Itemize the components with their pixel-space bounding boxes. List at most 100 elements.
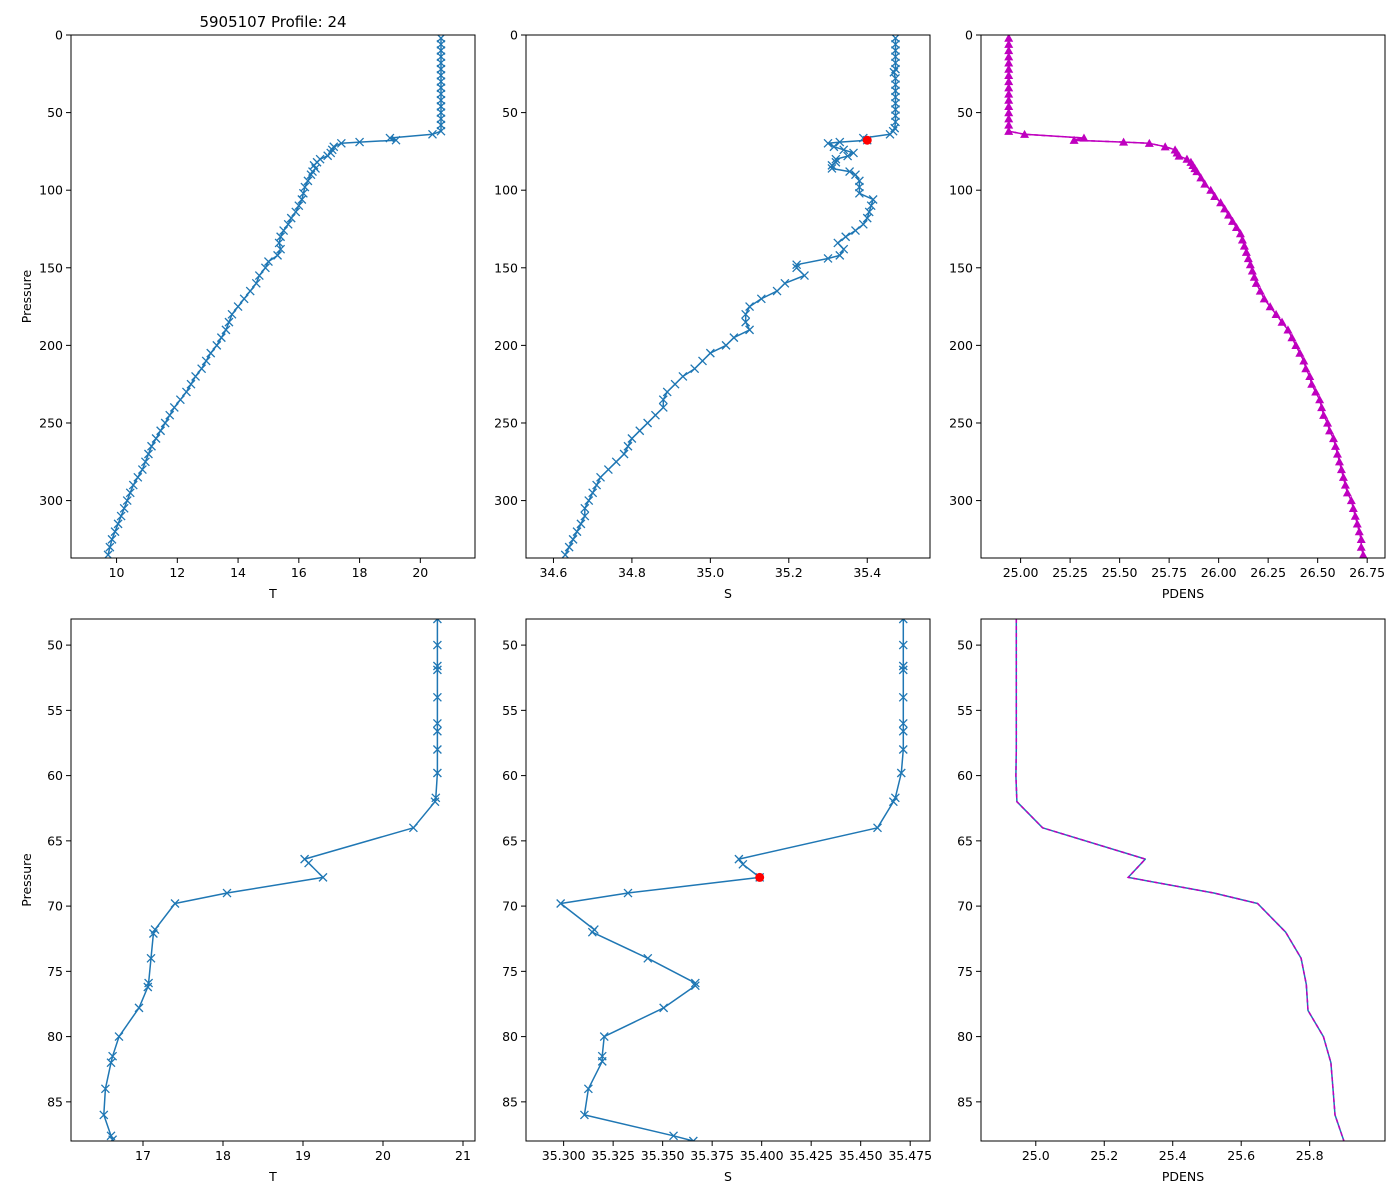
top-PDENS-point (1323, 418, 1333, 427)
top-T-point (294, 201, 304, 211)
top-S-point (690, 364, 700, 374)
bottom-S-point (896, 768, 906, 778)
top-S-point (584, 496, 594, 506)
top-T-point (125, 488, 135, 498)
bottom-S-point (669, 1131, 678, 1141)
top-T-point (191, 371, 201, 381)
top-PDENS-point (1336, 465, 1346, 474)
top-T-xtick-label: 20 (412, 565, 428, 580)
top-PDENS-point (1334, 457, 1344, 466)
top-S-point (635, 426, 645, 436)
bottom-PDENS-frame (980, 618, 1386, 1142)
top-T-point (428, 129, 437, 139)
bottom-S-point (643, 953, 653, 963)
bottom-T-ytick-label: 70 (47, 899, 63, 914)
top-PDENS-xtick-label: 25.75 (1151, 565, 1187, 580)
top-T-ytick-label: 100 (39, 183, 63, 198)
top-S-ytick-label: 250 (494, 415, 518, 430)
top-PDENS-point (1224, 210, 1234, 219)
top-S-ytick-label: 200 (494, 338, 518, 353)
top-S-point (827, 160, 837, 170)
bottom-PDENS-ytick-label: 60 (957, 768, 973, 783)
bottom-S-frame (525, 618, 931, 1142)
top-S-point (835, 250, 845, 260)
bottom-T-ylabel: Pressure (19, 853, 34, 907)
bottom-PDENS-xlabel: PDENS (1162, 1169, 1204, 1184)
top-S-point (866, 201, 876, 211)
top-S-point (851, 226, 860, 236)
bottom-S-point (583, 1084, 593, 1094)
panel-bottom-T: 17 18 19 20 21 50 55 60 65 70 75 80 85 T Pressure (19, 618, 476, 1184)
top-T-point (212, 340, 222, 350)
top-PDENS-ytick-label: 150 (949, 260, 973, 275)
bottom-T-data (99, 619, 442, 1141)
bottom-PDENS-xtick-label: 25.0 (1022, 1148, 1050, 1163)
bottom-S-ytick-label: 50 (502, 638, 518, 653)
top-T-point (116, 511, 126, 521)
top-PDENS-point (1350, 511, 1360, 520)
bottom-T-xtick-label: 19 (295, 1148, 311, 1163)
top-PDENS-xtick-label: 25.00 (1003, 565, 1039, 580)
top-S-point (792, 263, 802, 273)
bottom-T-point (106, 1058, 116, 1068)
top-S-point (576, 519, 586, 529)
top-T-point (156, 426, 166, 436)
top-PDENS-point (1338, 472, 1348, 481)
figure-title: 5905107 Profile: 24 (199, 13, 346, 31)
top-PDENS-point (1004, 35, 1014, 42)
top-PDENS-point (1356, 542, 1366, 551)
top-PDENS-ytick-label: 250 (949, 415, 973, 430)
bottom-T-ytick-label: 75 (47, 964, 63, 979)
bottom-T-point (432, 640, 442, 650)
bottom-S-xlabel: S (724, 1169, 732, 1184)
top-S-point (650, 410, 660, 420)
bottom-S-xtick-label: 35.475 (888, 1148, 932, 1163)
top-S-xtick-label: 35.2 (775, 565, 803, 580)
bottom-T-ytick-label: 85 (47, 1094, 63, 1109)
top-T-point (297, 195, 307, 204)
bottom-PDENS-ytick-label: 50 (957, 638, 973, 653)
top-T-point (239, 294, 249, 304)
top-T-point (201, 356, 211, 366)
bottom-S-point (898, 726, 908, 736)
top-S-data (560, 35, 900, 558)
bottom-T-point (114, 1032, 124, 1042)
top-S-point (868, 195, 878, 204)
top-PDENS-point (1196, 173, 1206, 182)
top-S-point (658, 403, 668, 412)
top-S-point (823, 138, 833, 148)
top-T-xtick-label: 12 (169, 565, 185, 580)
top-S-ytick-label: 150 (494, 260, 518, 275)
top-T-xtick-label: 18 (352, 565, 368, 580)
bottom-T-point (99, 1110, 109, 1120)
top-S-point (854, 188, 864, 198)
top-PDENS-point (1020, 129, 1030, 138)
top-T-point (119, 503, 129, 513)
top-S-point (662, 387, 672, 397)
top-S-point (572, 527, 582, 537)
top-PDENS-point (1245, 260, 1255, 269)
top-S-point (849, 148, 858, 158)
top-T-point (221, 325, 231, 335)
top-PDENS-point (1239, 241, 1249, 250)
top-S-point (829, 142, 839, 152)
bottom-PDENS-xtick-label: 25.8 (1296, 1148, 1324, 1163)
top-PDENS-point (1241, 247, 1251, 256)
top-PDENS-ytick-label: 100 (949, 183, 973, 198)
top-PDENS-point (1004, 77, 1014, 86)
top-T-point (110, 527, 120, 537)
top-PDENS-xtick-label: 26.25 (1250, 565, 1286, 580)
top-PDENS-point (1004, 89, 1014, 98)
bottom-T-xtick-label: 17 (135, 1148, 151, 1163)
top-S-point (823, 254, 833, 263)
top-PDENS-point (1301, 364, 1311, 373)
top-PDENS-point (1231, 222, 1241, 232)
top-PDENS-point (1329, 434, 1339, 443)
top-T-point (251, 278, 261, 288)
bottom-T-point (222, 888, 232, 898)
top-PDENS-point (1358, 550, 1368, 558)
top-S-xlabel: S (724, 586, 732, 601)
bottom-S-point (690, 981, 700, 991)
